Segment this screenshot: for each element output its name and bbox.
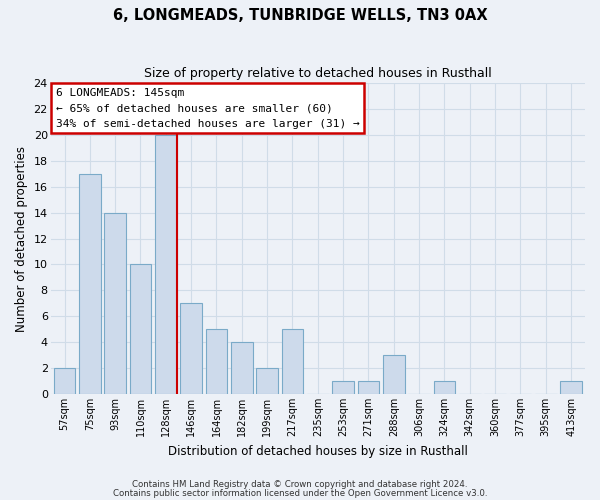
Bar: [155, 135, 176, 394]
Bar: [104, 212, 126, 394]
Bar: [434, 381, 455, 394]
Text: Contains HM Land Registry data © Crown copyright and database right 2024.: Contains HM Land Registry data © Crown c…: [132, 480, 468, 489]
Bar: [206, 329, 227, 394]
Bar: [256, 368, 278, 394]
Text: 6 LONGMEADS: 145sqm
← 65% of detached houses are smaller (60)
34% of semi-detach: 6 LONGMEADS: 145sqm ← 65% of detached ho…: [56, 88, 359, 129]
Bar: [130, 264, 151, 394]
Bar: [332, 381, 354, 394]
Bar: [560, 381, 582, 394]
Bar: [358, 381, 379, 394]
Bar: [54, 368, 75, 394]
X-axis label: Distribution of detached houses by size in Rusthall: Distribution of detached houses by size …: [168, 444, 468, 458]
Text: 6, LONGMEADS, TUNBRIDGE WELLS, TN3 0AX: 6, LONGMEADS, TUNBRIDGE WELLS, TN3 0AX: [113, 8, 487, 22]
Bar: [383, 355, 404, 394]
Text: Contains public sector information licensed under the Open Government Licence v3: Contains public sector information licen…: [113, 488, 487, 498]
Y-axis label: Number of detached properties: Number of detached properties: [15, 146, 28, 332]
Bar: [231, 342, 253, 394]
Bar: [181, 304, 202, 394]
Bar: [79, 174, 101, 394]
Title: Size of property relative to detached houses in Rusthall: Size of property relative to detached ho…: [144, 68, 491, 80]
Bar: [281, 329, 303, 394]
